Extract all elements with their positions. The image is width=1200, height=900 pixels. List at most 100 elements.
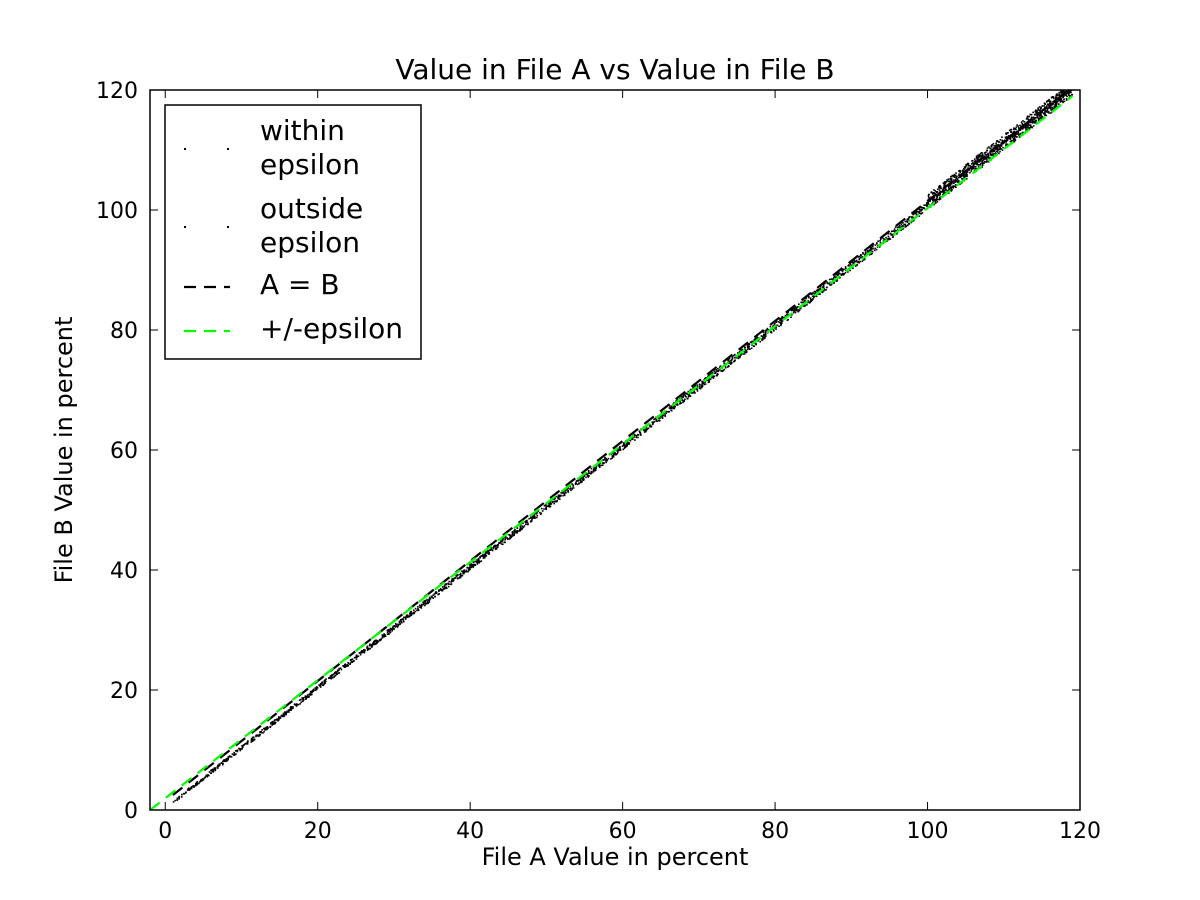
scatter-point: [790, 309, 792, 312]
scatter-point: [934, 200, 937, 203]
scatter-point: [1060, 97, 1063, 100]
scatter-point: [1027, 128, 1029, 130]
scatter-point: [939, 186, 942, 188]
scatter-point: [954, 181, 956, 183]
scatter-point: [1065, 94, 1067, 97]
scatter-point: [688, 393, 691, 396]
scatter-point: [962, 174, 964, 177]
scatter-point: [999, 139, 1002, 141]
scatter-point: [963, 176, 965, 179]
scatter-point: [522, 526, 525, 528]
scatter-point: [338, 667, 340, 670]
scatter-point: [1044, 110, 1046, 112]
legend-handle-point: [184, 148, 186, 150]
scatter-point: [417, 605, 419, 608]
scatter-point: [239, 748, 242, 750]
scatter-point: [485, 552, 487, 554]
scatter-point: [933, 189, 935, 191]
scatter-point: [991, 153, 993, 155]
scatter-point: [980, 162, 982, 165]
scatter-point: [262, 732, 264, 734]
scatter-point: [1006, 136, 1008, 138]
scatter-point: [625, 443, 627, 446]
scatter-point: [634, 434, 636, 436]
scatter-point: [1030, 116, 1033, 119]
scatter-point: [1021, 122, 1023, 125]
scatter-point: [968, 169, 970, 171]
scatter-point: [1020, 121, 1023, 123]
scatter-point: [981, 153, 984, 156]
scatter-point: [894, 226, 897, 228]
scatter-point: [1026, 123, 1029, 125]
scatter-point: [860, 254, 862, 257]
scatter-point: [558, 495, 561, 498]
scatter-point: [284, 712, 287, 715]
scatter-point: [842, 274, 845, 276]
scatter-point: [394, 625, 396, 627]
scatter-point: [1012, 135, 1014, 138]
scatter-point: [799, 307, 802, 310]
scatter-point: [1007, 132, 1009, 134]
scatter-point: [738, 356, 740, 358]
scatter-point: [261, 729, 263, 731]
scatter-point: [548, 504, 551, 507]
scatter-point: [928, 196, 930, 199]
scatter-point: [426, 598, 428, 601]
scatter-point: [707, 375, 709, 378]
legend-label: A = B: [260, 268, 340, 301]
scatter-point: [223, 760, 226, 762]
scatter-point: [1029, 113, 1032, 116]
scatter-point: [1050, 104, 1052, 107]
x-tick-label: 80: [761, 819, 789, 844]
scatter-point: [217, 767, 219, 769]
scatter-point: [1018, 136, 1021, 138]
scatter-point: [915, 213, 918, 216]
scatter-point: [263, 727, 265, 730]
scatter-point: [531, 516, 533, 519]
scatter-point: [764, 330, 766, 332]
scatter-point: [1049, 101, 1051, 103]
scatter-point: [1037, 117, 1040, 119]
scatter-point: [838, 272, 841, 275]
scatter-point: [346, 664, 349, 667]
scatter-point: [958, 170, 960, 172]
scatter-point: [696, 390, 699, 392]
scatter-point: [890, 230, 893, 233]
scatter-point: [670, 407, 673, 410]
scatter-point: [494, 545, 497, 548]
scatter-point: [343, 664, 345, 667]
scatter-point: [1061, 90, 1064, 93]
scatter-point: [546, 505, 548, 508]
scatter-point: [875, 248, 878, 251]
scatter-point: [206, 775, 208, 778]
scatter-point: [998, 141, 1001, 143]
scatter-point: [745, 351, 748, 354]
scatter-point: [444, 586, 446, 589]
scatter-point: [810, 300, 812, 302]
scatter-point: [417, 609, 420, 612]
scatter-point: [686, 397, 689, 400]
scatter-point: [1001, 139, 1003, 142]
scatter-point: [300, 698, 302, 701]
scatter-point: [729, 361, 731, 364]
scatter-point: [893, 228, 896, 230]
scatter-point: [804, 304, 806, 307]
scatter-point: [934, 199, 936, 201]
scatter-point: [967, 164, 969, 167]
scatter-point: [1037, 108, 1039, 110]
scatter-point: [709, 378, 712, 380]
scatter-point: [775, 328, 777, 330]
scatter-point: [256, 734, 258, 736]
scatter-point: [428, 601, 431, 603]
scatter-point: [493, 545, 495, 547]
scatter-point: [700, 386, 702, 389]
scatter-point: [981, 161, 983, 164]
scatter-point: [857, 261, 860, 263]
scatter-point: [446, 587, 448, 589]
scatter-point: [519, 523, 522, 526]
scatter-point: [314, 689, 317, 691]
scatter-point: [624, 446, 626, 448]
scatter-point: [895, 229, 897, 232]
scatter-point: [222, 762, 224, 765]
scatter-point: [760, 335, 763, 337]
